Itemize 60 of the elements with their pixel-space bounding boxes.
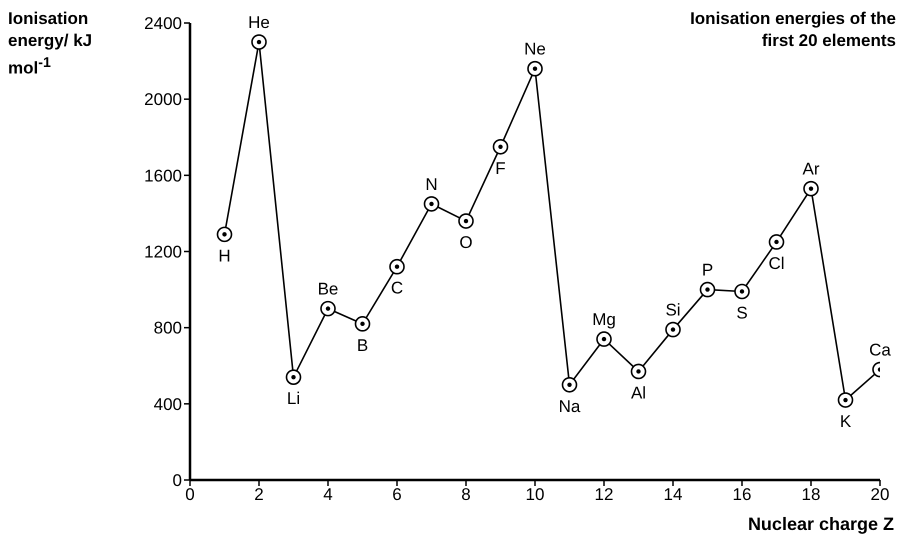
annotation: F (495, 158, 506, 178)
x-tick-label: 14 (664, 485, 682, 504)
point (768, 234, 784, 250)
y-tick-label: 800 (154, 318, 182, 338)
annotation: H (218, 246, 231, 266)
x-tick-label: 16 (732, 485, 752, 504)
x-tick-label: 2 (254, 485, 264, 504)
y-tick-label: 0 (172, 471, 182, 490)
x-tick-label: 10 (526, 485, 544, 504)
point (286, 369, 302, 385)
annotation: N (425, 174, 438, 194)
x-tick-label: 6 (392, 485, 402, 504)
x-tick-label: 12 (594, 485, 614, 504)
annotation: He (248, 13, 270, 32)
point (216, 226, 232, 242)
annotation: Li (286, 389, 300, 408)
point (630, 364, 646, 380)
x-tick-label: 8 (461, 485, 471, 504)
annotation: Be (318, 280, 338, 299)
x-tick-label: 20 (870, 485, 890, 504)
annotation: Ar (802, 160, 820, 179)
annotation: Cl (768, 254, 785, 273)
point (596, 331, 612, 347)
annotation: Na (558, 396, 581, 416)
point (251, 34, 267, 50)
point (458, 213, 474, 229)
x-tick-label: 0 (185, 485, 195, 504)
x-axis-title: Nuclear charge Z (748, 514, 894, 535)
y-tick-label: 400 (154, 394, 182, 414)
annotation: S (736, 303, 748, 322)
annotation: Al (630, 383, 646, 402)
point (734, 284, 750, 300)
annotation: P (702, 260, 714, 280)
point (354, 316, 370, 332)
annotation: O (459, 233, 473, 252)
point (320, 300, 336, 316)
y-tick-label: 1200 (144, 242, 182, 262)
annotation: Mg (592, 310, 616, 330)
y-tick-label: 1600 (144, 166, 182, 186)
point (424, 196, 440, 212)
point (492, 138, 508, 155)
point (838, 392, 854, 408)
annotation: Ne (524, 40, 546, 59)
point (665, 322, 681, 338)
point (803, 180, 819, 196)
x-tick-label: 4 (323, 485, 333, 504)
x-tick-label: 18 (802, 485, 820, 504)
annotation: Ca (869, 340, 892, 360)
annotation: B (356, 336, 368, 355)
y-tick-label: 2000 (144, 90, 182, 110)
y-tick-label: 2400 (144, 14, 182, 34)
annotation: Si (665, 300, 681, 320)
point (700, 282, 716, 298)
point (389, 258, 405, 275)
chart-title: Ionisation energies of the first 20 elements (689, 8, 896, 52)
y-axis-title: Ionisation energy/ kJ mol$^{-1}$ (8, 8, 94, 80)
point (527, 60, 543, 76)
annotation: K (840, 412, 852, 432)
annotation: C (390, 278, 404, 298)
point (562, 376, 578, 393)
